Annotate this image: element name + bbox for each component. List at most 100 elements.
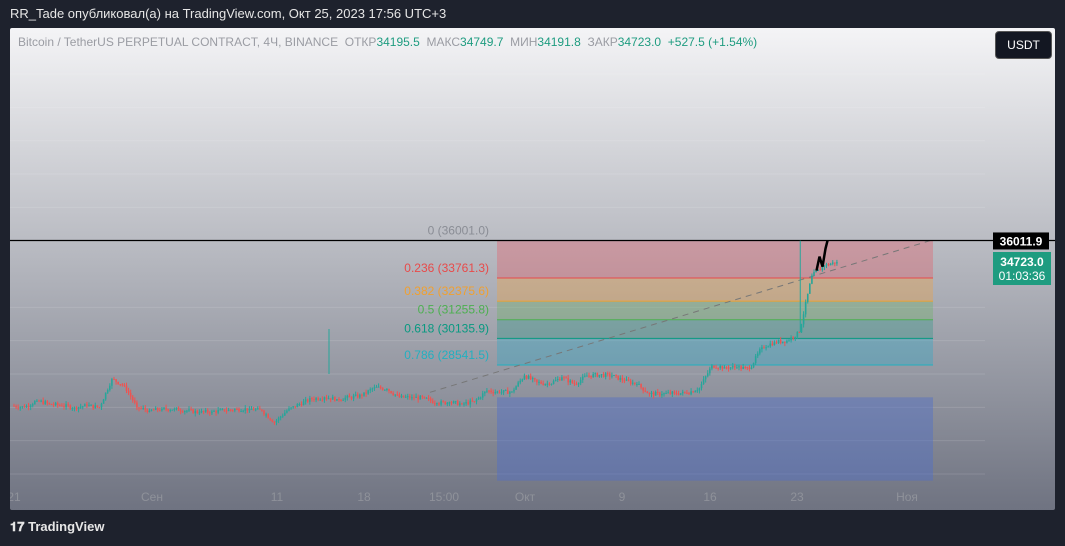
candle-body: [392, 393, 394, 395]
candle-body: [646, 391, 649, 394]
candle-body: [717, 368, 719, 370]
candle-body: [238, 408, 240, 412]
candle-body: [311, 398, 313, 400]
candle-body: [190, 409, 192, 411]
chart-canvas[interactable]: 0 (36001.0) 0.236 (33761.3) 0.382 (32375.6…: [10, 28, 1055, 510]
candle-body: [367, 390, 369, 394]
candle-body: [365, 392, 367, 394]
candle-body: [463, 403, 465, 405]
candle-body: [371, 388, 374, 390]
candle-body: [344, 397, 347, 400]
candle-body: [319, 399, 322, 401]
candle-body: [721, 366, 724, 369]
candle-body: [98, 407, 101, 409]
last-price-label: 34723.0: [1000, 255, 1044, 269]
candle-body: [490, 390, 492, 393]
candle-body: [79, 406, 82, 408]
candle-body: [340, 399, 342, 401]
low-value: 34191.8: [537, 35, 581, 49]
candle-body: [456, 401, 459, 406]
candle-body: [236, 408, 238, 410]
candle-body: [461, 403, 463, 405]
fib-level-label: 0.5 (31255.8): [418, 303, 489, 317]
candle-body: [167, 409, 169, 411]
fib-zone: [497, 240, 933, 278]
tradingview-logo: 𝟏𝟕 TradingView: [10, 519, 104, 535]
fib-zone: [497, 277, 933, 302]
candle-body: [288, 408, 290, 411]
fib-level-label: 0.618 (30135.9): [404, 321, 489, 335]
candle-body: [356, 394, 359, 398]
candle-body: [673, 391, 676, 394]
candle-body: [638, 383, 640, 385]
candle-body: [794, 336, 797, 339]
candle-body: [163, 407, 165, 409]
candle-body: [738, 366, 740, 368]
candle-body: [181, 411, 184, 413]
candle-body: [104, 392, 107, 400]
candle-body: [15, 405, 17, 408]
candle-body: [304, 399, 307, 402]
candle-body: [92, 404, 94, 409]
candle-body: [719, 366, 722, 369]
open-label: ОТКР: [344, 35, 377, 49]
currency-button[interactable]: USDT: [995, 31, 1052, 59]
candle-body: [150, 409, 153, 411]
candle-body: [252, 408, 255, 411]
candle-body: [425, 397, 428, 399]
candle-body: [802, 314, 805, 325]
candle-body: [790, 337, 792, 341]
candle-body: [379, 386, 382, 389]
candle-body: [246, 408, 249, 411]
candle-body: [21, 406, 24, 408]
candle-body: [706, 373, 709, 377]
candle-body: [688, 393, 690, 395]
candle-body: [25, 405, 28, 408]
candle-body: [48, 403, 51, 405]
candle-body: [69, 405, 72, 409]
candle-body: [588, 375, 590, 377]
candle-body: [606, 373, 609, 375]
candle-body: [584, 375, 586, 377]
fib-zone: [497, 301, 933, 320]
candle-body: [559, 379, 561, 381]
candle-body: [217, 410, 219, 413]
candle-body: [404, 396, 407, 398]
candle-body: [704, 376, 707, 380]
candle-body: [177, 407, 180, 411]
candle-body: [211, 411, 213, 414]
candle-body: [144, 407, 147, 410]
candle-body: [736, 367, 738, 369]
x-axis-tick: 23: [790, 490, 804, 504]
candle-body: [773, 342, 776, 346]
candle-body: [477, 397, 480, 400]
candle-body: [613, 375, 615, 377]
candle-body: [684, 391, 686, 393]
candle-body: [23, 406, 26, 408]
candle-body: [498, 391, 501, 393]
candle-body: [77, 407, 80, 410]
candle-body: [338, 398, 340, 400]
chart-area[interactable]: 0 (36001.0) 0.236 (33761.3) 0.382 (32375.6…: [10, 28, 1055, 510]
candle-body: [486, 390, 488, 392]
candle-body: [813, 272, 815, 276]
candle-body: [206, 409, 209, 413]
candle-body: [329, 398, 332, 400]
candle-body: [827, 264, 830, 266]
candle-body: [836, 261, 838, 264]
candle-body: [448, 402, 451, 404]
candle-body: [754, 356, 757, 363]
candle-body: [442, 401, 444, 403]
x-axis-tick: 16: [703, 490, 717, 504]
candle-body: [725, 367, 728, 369]
line-price-label: 36011.9: [1000, 234, 1043, 248]
candle-body: [296, 404, 299, 408]
candle-body: [667, 392, 669, 394]
x-axis-tick: 15:00: [429, 490, 459, 504]
candle-body: [629, 380, 632, 384]
candle-body: [196, 410, 199, 413]
candle-body: [636, 383, 638, 385]
candle-body: [546, 383, 549, 385]
candle-body: [271, 419, 274, 423]
candle-body: [481, 393, 484, 398]
